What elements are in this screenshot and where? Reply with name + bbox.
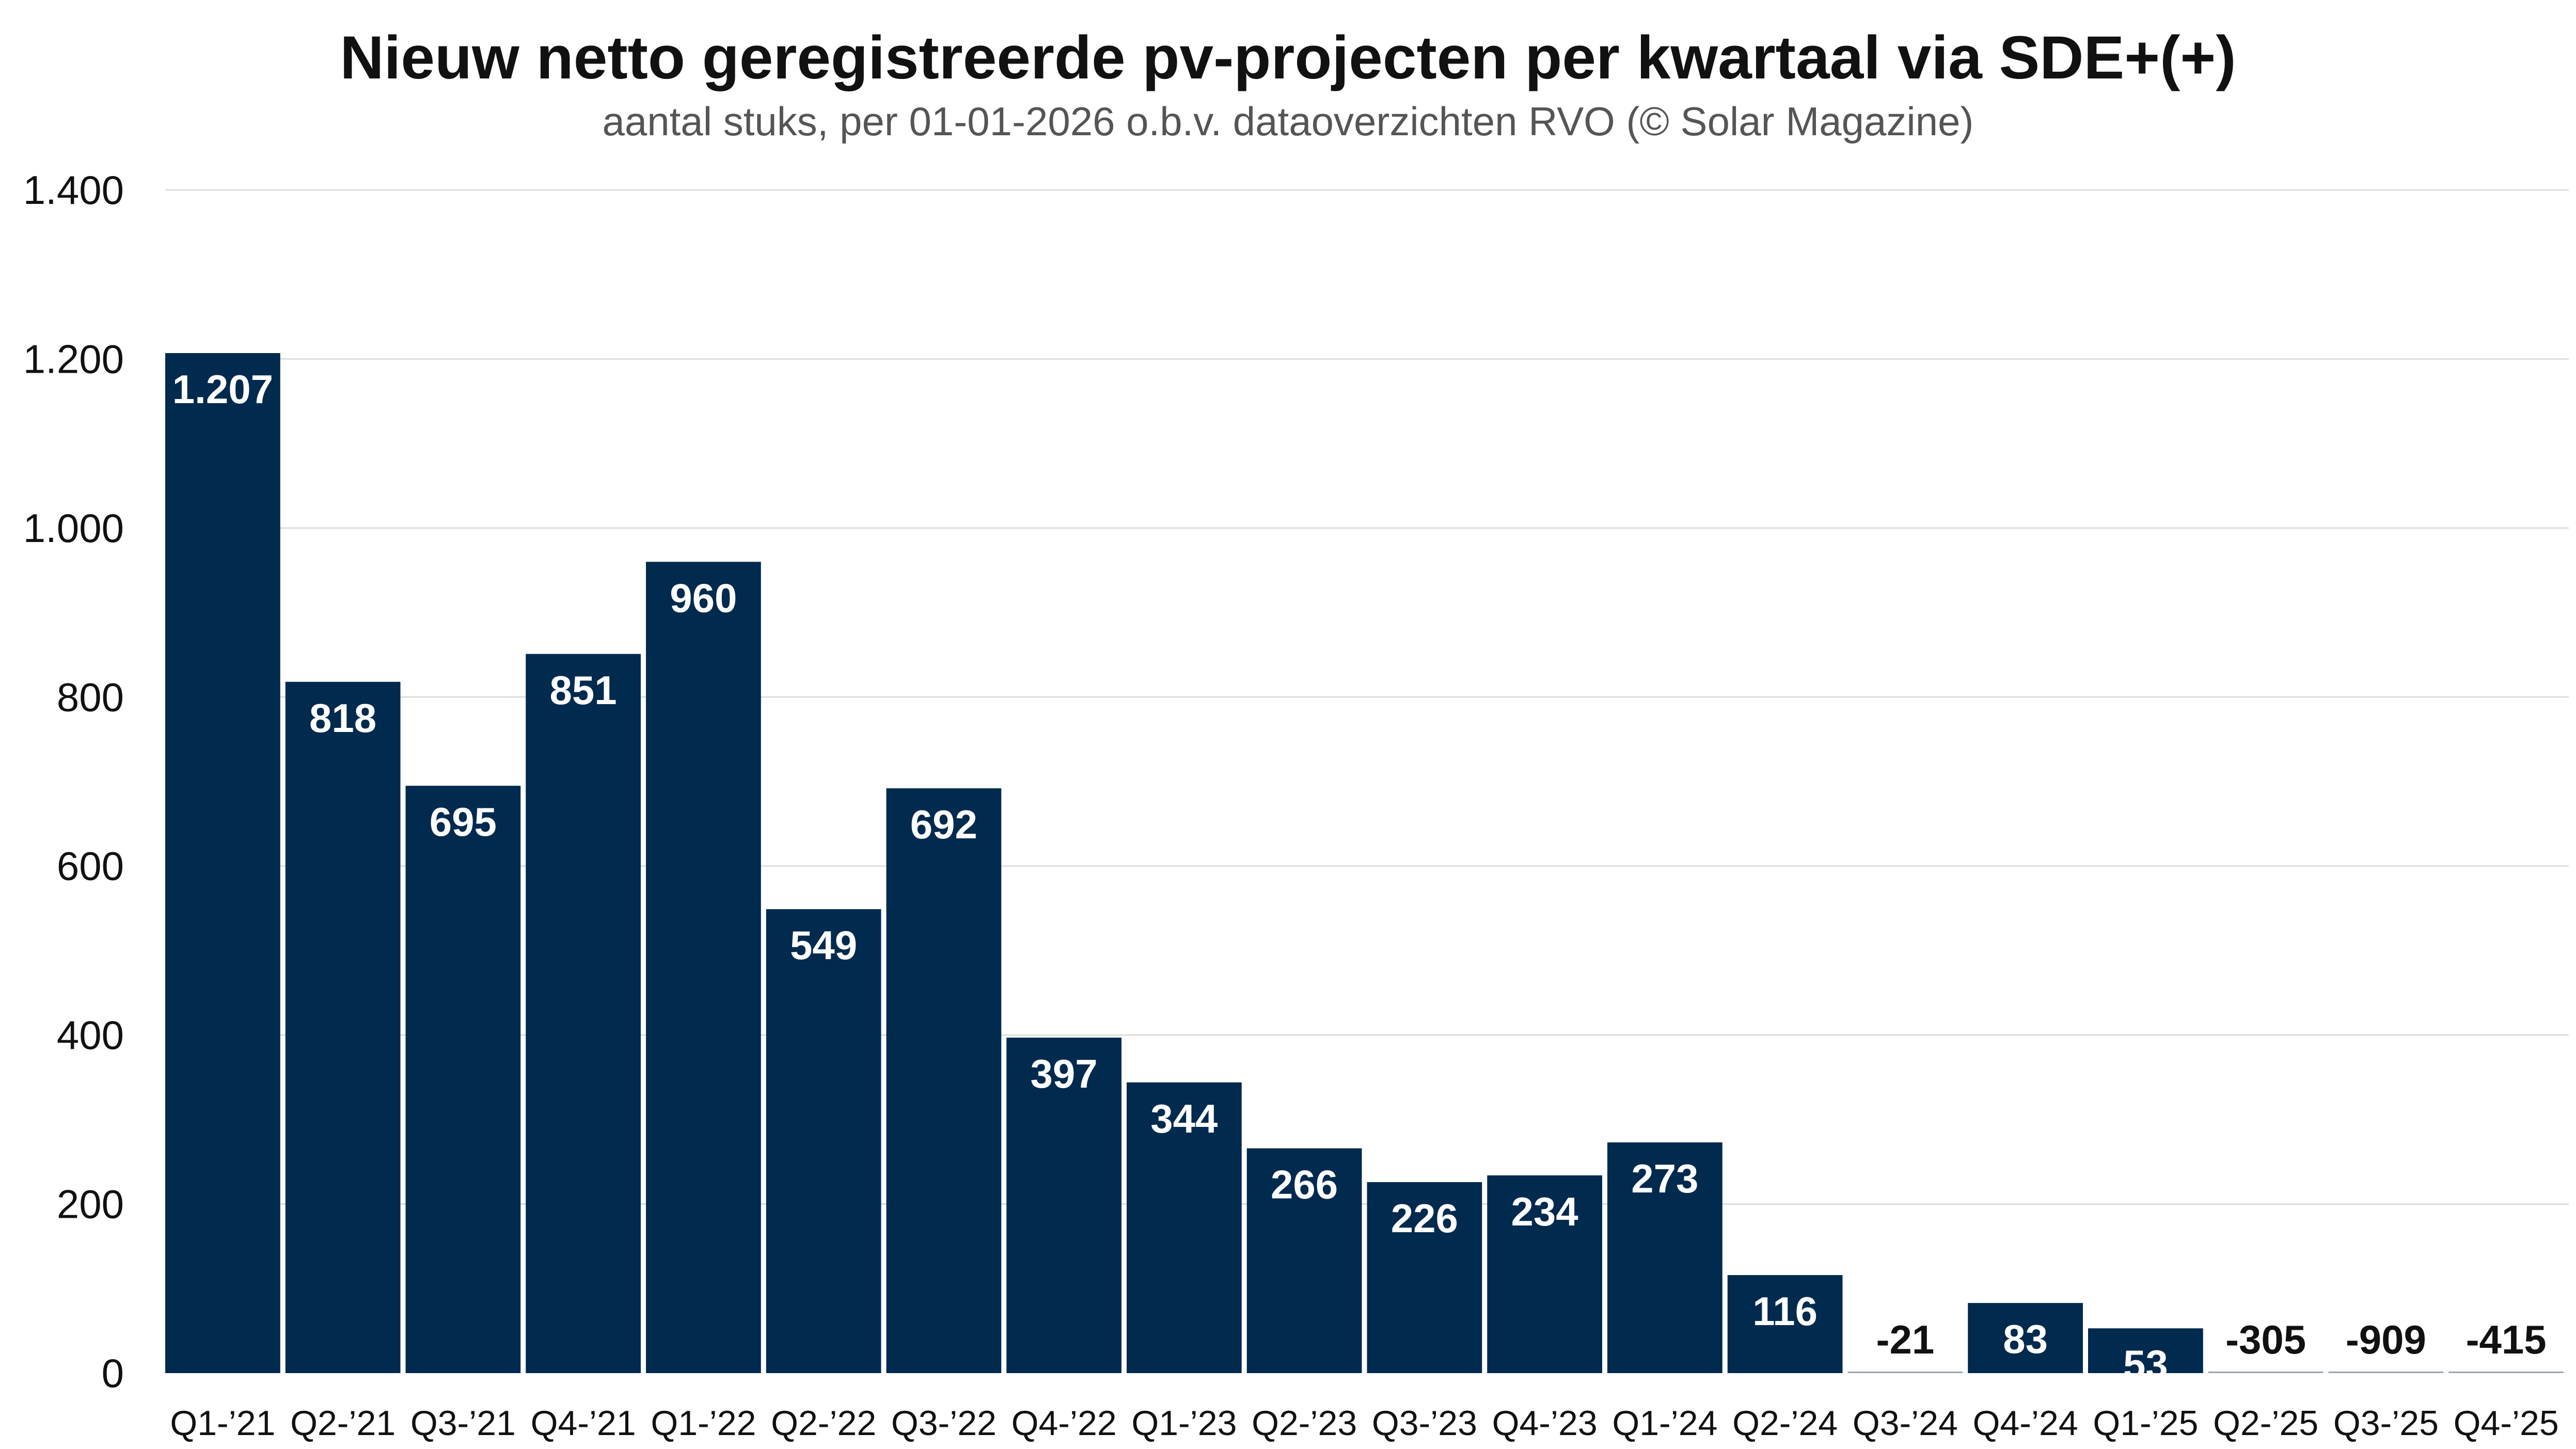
x-tick-label: Q2-’23 xyxy=(1252,1404,1357,1443)
bar-value-label: -909 xyxy=(2346,1317,2426,1362)
bar-value-label: 234 xyxy=(1511,1189,1578,1234)
x-tick-label: Q2-’25 xyxy=(2213,1404,2318,1443)
bar-value-label: 1.207 xyxy=(172,367,273,412)
bar-value-label: 116 xyxy=(1752,1288,1818,1334)
x-tick-label: Q1-’23 xyxy=(1131,1404,1237,1443)
bar xyxy=(405,786,521,1373)
y-tick-label: 0 xyxy=(102,1350,124,1396)
bar xyxy=(2448,1372,2564,1373)
x-tick-label: Q4-’24 xyxy=(1973,1404,2078,1443)
x-tick-label: Q4-’22 xyxy=(1012,1404,1117,1443)
bar-value-label: -21 xyxy=(1876,1317,1935,1362)
bar-value-label: 83 xyxy=(2003,1316,2048,1362)
bar xyxy=(2088,1328,2203,1373)
bar xyxy=(1127,1082,1242,1373)
y-tick-label: 200 xyxy=(57,1182,124,1227)
bar-value-label: 397 xyxy=(1031,1051,1098,1096)
bar-value-label: 226 xyxy=(1391,1196,1458,1241)
bar-value-label: -305 xyxy=(2225,1317,2306,1362)
bar xyxy=(2328,1372,2444,1373)
bar-value-label: 692 xyxy=(910,802,977,847)
bars xyxy=(165,353,2564,1374)
bar xyxy=(1246,1148,1362,1373)
bar-value-label: 549 xyxy=(790,922,857,968)
bar xyxy=(165,353,280,1374)
bar-value-label: 695 xyxy=(430,799,497,845)
bar xyxy=(886,788,1002,1373)
x-tick-label: Q1-’25 xyxy=(2093,1404,2198,1443)
y-tick-label: 800 xyxy=(57,674,124,720)
bar xyxy=(1727,1275,1843,1373)
bar xyxy=(2208,1372,2324,1373)
bar xyxy=(1607,1142,1722,1373)
x-tick-label: Q3-’21 xyxy=(410,1404,516,1443)
bar xyxy=(1487,1175,1602,1373)
bar xyxy=(1006,1038,1121,1373)
x-tick-label: Q1-’21 xyxy=(170,1404,275,1443)
y-tick-label: 600 xyxy=(57,843,124,889)
bar xyxy=(1847,1372,1963,1373)
bar-value-label: 266 xyxy=(1271,1162,1338,1207)
x-tick-label: Q2-’24 xyxy=(1732,1404,1838,1443)
chart-title: Nieuw netto geregistreerde pv-projecten … xyxy=(340,24,2236,92)
x-tick-label: Q1-’22 xyxy=(651,1404,756,1443)
bar-value-label: 53 xyxy=(2123,1342,2168,1387)
x-axis: Q1-’21 Q2-’21 Q3-’21 Q4-’21 Q1-’22 Q2-’22 Q3-’… xyxy=(170,1404,2558,1443)
x-tick-label: Q2-’21 xyxy=(290,1404,396,1443)
bar-value-label: 818 xyxy=(309,695,376,741)
bar-value-label: 344 xyxy=(1150,1096,1218,1141)
x-tick-label: Q2-’22 xyxy=(771,1404,876,1443)
x-tick-label: Q4-’23 xyxy=(1492,1404,1598,1443)
y-tick-label: 1.400 xyxy=(23,167,124,213)
bar-value-label: -415 xyxy=(2466,1317,2547,1362)
bar-value-label: 273 xyxy=(1631,1156,1698,1201)
x-tick-label: Q4-’25 xyxy=(2454,1404,2559,1443)
bar xyxy=(285,681,401,1373)
bar xyxy=(526,654,641,1373)
bar xyxy=(646,562,761,1373)
x-tick-label: Q3-’22 xyxy=(891,1404,997,1443)
chart-subtitle: aantal stuks, per 01-01-2026 o.b.v. data… xyxy=(602,99,1974,144)
y-axis: 0 200 400 600 800 1.000 1.200 1.400 xyxy=(23,167,124,1396)
bar-value-label: 851 xyxy=(550,667,617,713)
bar xyxy=(1367,1182,1482,1373)
bar-value-labels: 1.207 818 695 851 960 549 692 397 344 266 226 234 27… xyxy=(172,367,2547,1387)
x-tick-label: Q3-’23 xyxy=(1372,1404,1477,1443)
y-tick-label: 1.000 xyxy=(23,505,124,551)
bar xyxy=(1968,1303,2083,1373)
y-tick-label: 400 xyxy=(57,1012,124,1058)
x-tick-label: Q3-’24 xyxy=(1853,1404,1958,1443)
bar-value-label: 960 xyxy=(670,575,737,620)
x-tick-label: Q1-’24 xyxy=(1612,1404,1717,1443)
x-tick-label: Q3-’25 xyxy=(2333,1404,2439,1443)
x-tick-label: Q4-’21 xyxy=(531,1404,636,1443)
bar xyxy=(766,909,881,1373)
y-tick-label: 1.200 xyxy=(23,336,124,381)
